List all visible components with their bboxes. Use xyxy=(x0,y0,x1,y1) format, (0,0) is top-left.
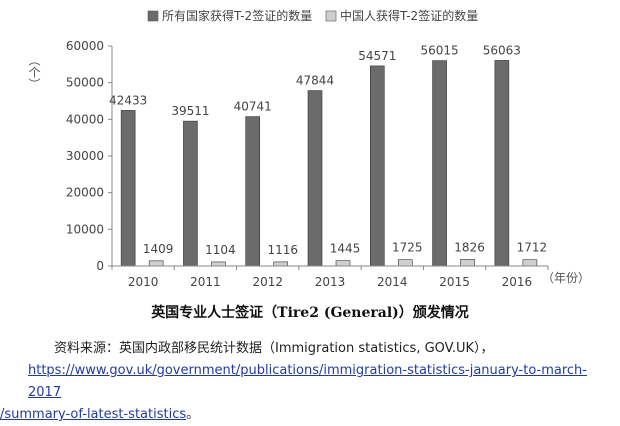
bar-china-2015 xyxy=(460,259,475,267)
x-tick-label-2014: 2014 xyxy=(377,275,408,289)
data-label-china-2010: 1409 xyxy=(143,242,174,256)
data-label-all-2013: 47844 xyxy=(296,74,334,88)
x-axis: 2010 2011 2012 2013 2014 2015 2016 （年份） xyxy=(111,265,590,289)
legend-label-2: 中国人获得T-2签证的数量 xyxy=(340,8,478,23)
bar-all-2015 xyxy=(432,60,447,267)
x-tick-label-2010: 2010 xyxy=(128,275,159,289)
y-tick-label: 30000 xyxy=(66,149,104,163)
legend-label-1: 所有国家获得T-2签证的数量 xyxy=(162,8,312,23)
y-tick-label: 10000 xyxy=(66,222,104,236)
source-note: 资料来源：英国内政部移民统计数据（Immigration statistics,… xyxy=(0,338,614,426)
bar-china-2016 xyxy=(522,259,538,267)
bars-group: 42433 1409 39511 1104 40741 1116 47844 1445 5457… xyxy=(109,43,548,267)
x-tick-label-2012: 2012 xyxy=(252,275,283,289)
data-label-all-2016: 56063 xyxy=(483,43,521,57)
legend-swatch-1 xyxy=(147,10,159,22)
bar-all-2010 xyxy=(120,110,136,267)
bar-all-2011 xyxy=(183,120,198,267)
bar-china-2010 xyxy=(148,260,164,267)
bar-china-2013 xyxy=(335,260,351,267)
y-tick-label: 20000 xyxy=(66,186,104,200)
bar-china-2012 xyxy=(273,261,289,267)
x-tick-label-2016: 2016 xyxy=(502,275,533,289)
bar-all-2016 xyxy=(494,60,510,267)
chart-legend: 所有国家获得T-2签证的数量 中国人获得T-2签证的数量 xyxy=(147,8,478,23)
data-label-china-2013: 1445 xyxy=(330,242,361,256)
source-link-part1[interactable]: https://www.gov.uk/government/publicatio… xyxy=(28,363,587,400)
data-label-all-2012: 40741 xyxy=(234,100,272,114)
y-tick-label: 50000 xyxy=(66,76,104,90)
data-label-china-2015: 1826 xyxy=(454,240,485,254)
data-label-all-2014: 54571 xyxy=(358,49,396,63)
x-tick-label-2013: 2013 xyxy=(315,275,346,289)
bar-all-2013 xyxy=(307,90,323,267)
bar-chart: 所有国家获得T-2签证的数量 中国人获得T-2签证的数量 0 10000 20000 3… xyxy=(27,8,590,289)
chart-caption: 英国专业人士签证（Tire2 (General)）颁发情况 xyxy=(151,305,469,321)
data-label-china-2011: 1104 xyxy=(205,243,236,257)
y-axis: 0 10000 20000 30000 40000 50000 60000 （个） xyxy=(27,39,113,273)
data-label-china-2016: 1712 xyxy=(517,241,548,255)
y-axis-label: （个） xyxy=(27,54,41,90)
y-tick-label: 40000 xyxy=(66,112,104,126)
bar-china-2011 xyxy=(211,261,226,267)
data-label-china-2012: 1116 xyxy=(267,243,298,257)
bar-china-2014 xyxy=(397,259,413,267)
source-prefix: 资料来源：英国内政部移民统计数据（Immigration statistics,… xyxy=(54,341,494,356)
x-tick-label-2011: 2011 xyxy=(190,275,221,289)
legend-swatch-2 xyxy=(325,10,337,22)
x-axis-label: （年份） xyxy=(542,271,590,285)
bar-all-2014 xyxy=(369,65,385,267)
source-suffix: 。 xyxy=(186,407,200,422)
y-tick-label: 0 xyxy=(96,259,104,273)
x-tick-label-2015: 2015 xyxy=(439,275,470,289)
data-label-all-2015: 56015 xyxy=(420,44,458,58)
source-link-part2[interactable]: /summary-of-latest-statistics xyxy=(0,407,187,422)
data-label-china-2014: 1725 xyxy=(392,241,423,255)
y-tick-label: 60000 xyxy=(66,39,104,53)
data-label-all-2010: 42433 xyxy=(109,93,147,107)
bar-all-2012 xyxy=(245,116,261,267)
data-label-all-2011: 39511 xyxy=(171,104,209,118)
